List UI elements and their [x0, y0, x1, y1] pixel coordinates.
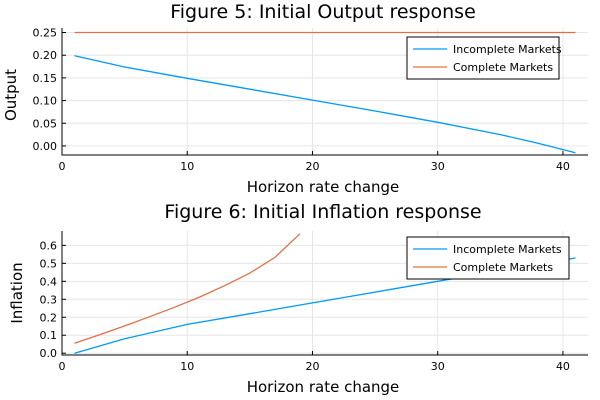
x-tick-label: 10: [180, 360, 194, 373]
y-axis-label: Output: [2, 69, 20, 121]
x-tick-label: 30: [431, 160, 445, 173]
legend-box: [406, 236, 570, 280]
y-tick-label: 0.00: [33, 140, 58, 153]
y-tick-label: 0.5: [40, 257, 58, 270]
y-tick-label: 0.25: [33, 27, 58, 40]
x-axis-label: Horizon rate change: [247, 178, 400, 196]
x-tick-label: 40: [556, 160, 570, 173]
x-tick-label: 0: [59, 360, 66, 373]
chart-title: Figure 5: Initial Output response: [170, 1, 476, 23]
y-tick-label: 0.10: [33, 95, 58, 108]
y-tick-label: 0.2: [40, 311, 58, 324]
legend-label: Complete Markets: [453, 261, 553, 274]
y-tick-label: 0.05: [33, 117, 58, 130]
legend-label: Incomplete Markets: [453, 243, 562, 256]
y-tick-label: 0.0: [40, 347, 58, 360]
inflation-response-panel: Figure 6: Initial Inflation response Hor…: [8, 201, 588, 396]
y-tick-label: 0.1: [40, 329, 58, 342]
x-tick-label: 20: [305, 160, 319, 173]
x-tick-label: 40: [556, 360, 570, 373]
y-tick-label: 0.15: [33, 72, 58, 85]
output-response-panel: Figure 5: Initial Output response Horizo…: [2, 1, 588, 196]
y-tick-label: 0.4: [40, 275, 58, 288]
legend-box: [406, 36, 560, 80]
chart-title: Figure 6: Initial Inflation response: [164, 201, 481, 223]
legend-label: Incomplete Markets: [453, 43, 562, 56]
legend-label: Complete Markets: [453, 61, 553, 74]
x-tick-label: 30: [431, 360, 445, 373]
x-tick-label: 20: [305, 360, 319, 373]
series-line-incomplete-markets: [74, 55, 576, 154]
x-tick-label: 10: [180, 160, 194, 173]
y-axis-label: Inflation: [8, 262, 26, 323]
y-tick-label: 0.3: [40, 293, 58, 306]
series-line-complete-markets: [74, 233, 301, 344]
y-tick-label: 0.6: [40, 239, 58, 252]
x-tick-label: 0: [59, 160, 66, 173]
x-axis-label: Horizon rate change: [247, 378, 400, 396]
y-tick-label: 0.20: [33, 49, 58, 62]
